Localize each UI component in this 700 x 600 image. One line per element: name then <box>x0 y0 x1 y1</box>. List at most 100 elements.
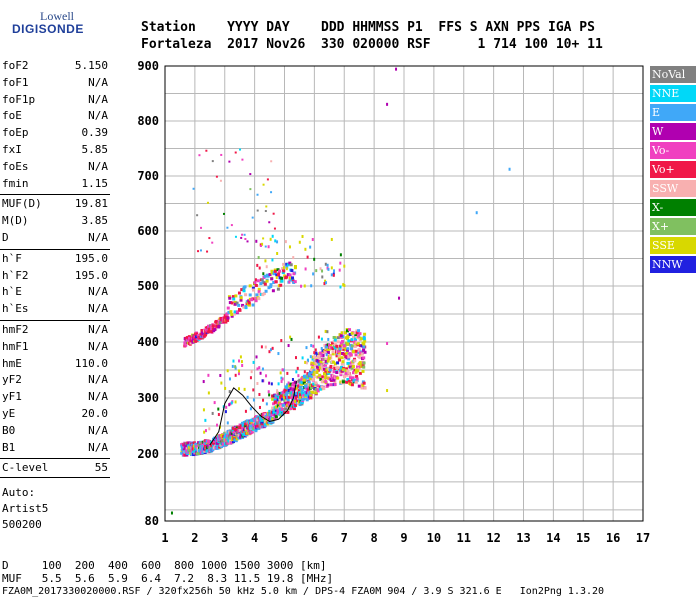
echo-point <box>286 395 290 399</box>
echo-point <box>211 448 215 452</box>
echo-point <box>274 400 278 404</box>
echo-point <box>352 340 356 344</box>
echo-point <box>355 377 359 381</box>
echo-point <box>291 276 295 280</box>
echo-point <box>229 439 233 443</box>
echo-point <box>353 331 357 335</box>
echo-point <box>268 221 271 224</box>
echo-point <box>215 175 218 178</box>
echo-point <box>355 374 359 378</box>
echo-point <box>216 441 220 445</box>
param-name: hmE <box>2 356 22 370</box>
echo-point <box>226 369 229 373</box>
param-name: D <box>2 231 9 244</box>
echo-point <box>239 355 242 359</box>
echo-point <box>333 343 337 347</box>
echo-point <box>271 234 274 238</box>
echo-point <box>240 288 244 292</box>
echo-point <box>264 210 267 213</box>
echo-point <box>198 154 201 157</box>
echo-point <box>256 263 259 267</box>
echo-point <box>270 277 274 281</box>
echo-point <box>218 320 222 324</box>
echo-point <box>354 349 358 353</box>
echo-point <box>287 388 290 392</box>
param-name: B0 <box>2 423 16 437</box>
echo-point <box>290 401 294 405</box>
echo-point <box>329 383 333 387</box>
echo-point <box>200 328 204 332</box>
echo-point <box>190 450 194 454</box>
echo-point <box>226 306 230 310</box>
echo-point <box>202 408 205 412</box>
echo-point <box>276 251 279 255</box>
echo-point <box>278 401 282 405</box>
echo-point <box>270 271 273 275</box>
param-muf-d-: MUF(D) 19.81 <box>2 197 108 212</box>
echo-point <box>210 330 214 334</box>
echo-point <box>350 344 354 348</box>
param-value: N/A <box>88 423 108 437</box>
echo-point <box>351 335 355 339</box>
echo-point <box>291 378 294 382</box>
param-name: C-level <box>2 461 49 475</box>
echo-point <box>204 444 208 448</box>
echo-point <box>315 367 319 371</box>
echo-point <box>195 332 199 336</box>
echo-point <box>356 365 360 369</box>
echo-point <box>337 354 341 358</box>
echo-point <box>330 273 333 277</box>
distance-row: D 100 200 400 600 800 1000 1500 3000 [km… <box>2 559 327 572</box>
echo-point <box>257 290 261 294</box>
echo-point <box>344 371 348 375</box>
y-tick-label: 700 <box>137 169 159 183</box>
echo-point <box>257 297 261 301</box>
echo-point <box>254 284 258 288</box>
echo-point <box>241 233 244 236</box>
echo-point <box>301 381 305 385</box>
echo-point <box>256 193 259 196</box>
echo-point <box>326 263 329 267</box>
echo-point <box>358 332 362 336</box>
echo-point <box>170 511 173 515</box>
echo-point <box>195 445 199 449</box>
echo-point <box>352 349 356 353</box>
echo-point <box>280 276 284 280</box>
echo-point <box>361 383 365 387</box>
echo-point <box>278 407 282 411</box>
echo-point <box>229 310 233 314</box>
y-tick-label: 500 <box>137 279 159 293</box>
echo-point <box>194 337 198 341</box>
echo-point <box>194 442 198 446</box>
param-value: N/A <box>88 285 108 299</box>
echo-point <box>268 409 272 413</box>
footer-line: FZA0M_2017330020000.RSF / 320fx256h 50 k… <box>2 586 605 597</box>
echo-point <box>338 352 342 356</box>
echo-point <box>343 264 346 268</box>
echo-point <box>338 347 342 351</box>
echo-point <box>310 370 314 374</box>
echo-point <box>294 403 298 407</box>
echo-point <box>255 239 258 243</box>
echo-point <box>242 287 246 291</box>
echo-point <box>228 160 231 163</box>
echo-point <box>290 269 294 273</box>
echo-point <box>268 413 272 417</box>
echo-point <box>216 446 220 450</box>
echo-point <box>363 350 367 354</box>
x-tick-label: 14 <box>546 531 560 545</box>
echo-point <box>304 393 308 397</box>
echo-point <box>259 244 262 247</box>
echo-point <box>332 378 336 382</box>
x-tick-label: 12 <box>486 531 500 545</box>
echo-point <box>256 418 260 422</box>
echo-point <box>342 347 346 351</box>
echo-point <box>309 245 312 249</box>
echo-point <box>234 151 237 154</box>
echo-point <box>211 160 214 163</box>
echo-point <box>312 375 316 379</box>
param-hmf1: hmF1 N/A <box>2 340 108 355</box>
echo-point <box>287 403 291 407</box>
echo-point <box>252 360 255 364</box>
x-tick-label: 7 <box>341 531 348 545</box>
